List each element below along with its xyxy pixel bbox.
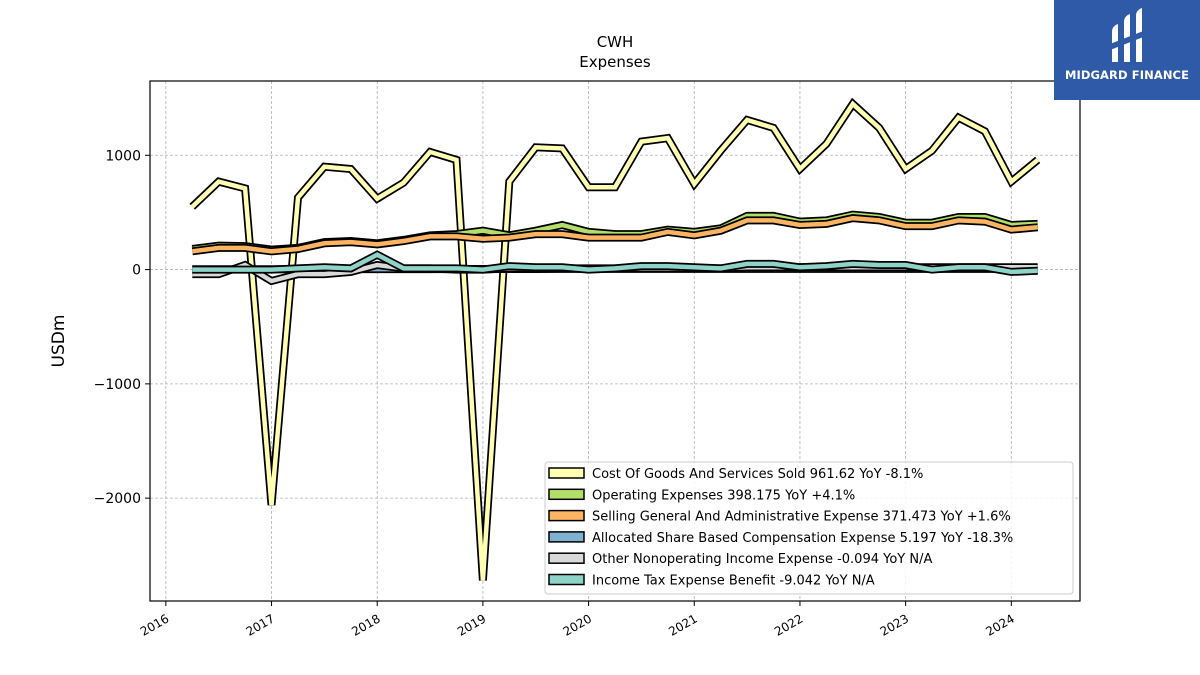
legend-label: Other Nonoperating Income Expense -0.094… [592,552,932,567]
legend-swatch [548,531,585,543]
legend-box [544,461,1074,595]
series-line [190,100,1040,581]
logo-text: MIDGARD FINANCE [1064,68,1190,82]
y-tick-label: −1000 [94,377,141,393]
series-0 [189,97,1041,581]
plot-frame [149,80,1081,602]
y-tick-label: 1000 [105,148,141,164]
legend-item: Selling General And Administrative Expen… [548,509,1011,525]
x-tick-label: 2024 [983,611,1016,638]
x-tick-label: 2019 [455,611,488,638]
legend-item: Allocated Share Based Compensation Expen… [548,531,1013,546]
x-tick-label: 2022 [772,611,805,638]
y-tick-label: 0 [132,263,141,279]
y-tick-label: −2000 [94,491,141,507]
legend: Cost Of Goods And Services Sold 961.62 Y… [544,461,1074,595]
legend-swatch [548,488,585,501]
legend-label: Selling General And Administrative Expen… [592,510,1011,525]
brand-logo: MIDGARD FINANCE [1054,0,1200,100]
x-tick-label: 2023 [878,611,911,638]
x-tick-label: 2017 [244,611,277,638]
x-tick-label: 2021 [666,611,699,638]
legend-item: Cost Of Goods And Services Sold 961.62 Y… [548,467,923,482]
series-5 [192,250,1038,276]
series-line [192,252,1038,275]
legend-label: Cost Of Goods And Services Sold 961.62 Y… [592,467,923,482]
logo-mark-icon [1110,8,1146,62]
legend-label: Operating Expenses 398.175 YoY +4.1% [592,488,855,503]
legend-label: Allocated Share Based Compensation Expen… [592,531,1013,546]
y-axis-label: USDm [49,315,69,368]
legend-swatch [548,467,585,479]
series-line [192,215,1038,254]
legend-label: Income Tax Expense Benefit -9.042 YoY N/… [592,574,875,589]
chart-title: CWH [597,33,634,51]
chart-subtitle: Expenses [579,53,651,71]
series-2 [191,214,1039,256]
x-tick-label: 2020 [561,611,594,638]
legend-swatch [548,573,585,586]
x-tick-label: 2016 [138,611,171,638]
legend-item: Operating Expenses 398.175 YoY +4.1% [548,488,855,503]
series-lines [189,97,1041,581]
x-tick-label: 2018 [349,611,382,638]
legend-swatch [548,509,585,522]
legend-swatch [548,552,585,564]
legend-item: Other Nonoperating Income Expense -0.094… [548,552,932,567]
legend-item: Income Tax Expense Benefit -9.042 YoY N/… [548,573,875,589]
